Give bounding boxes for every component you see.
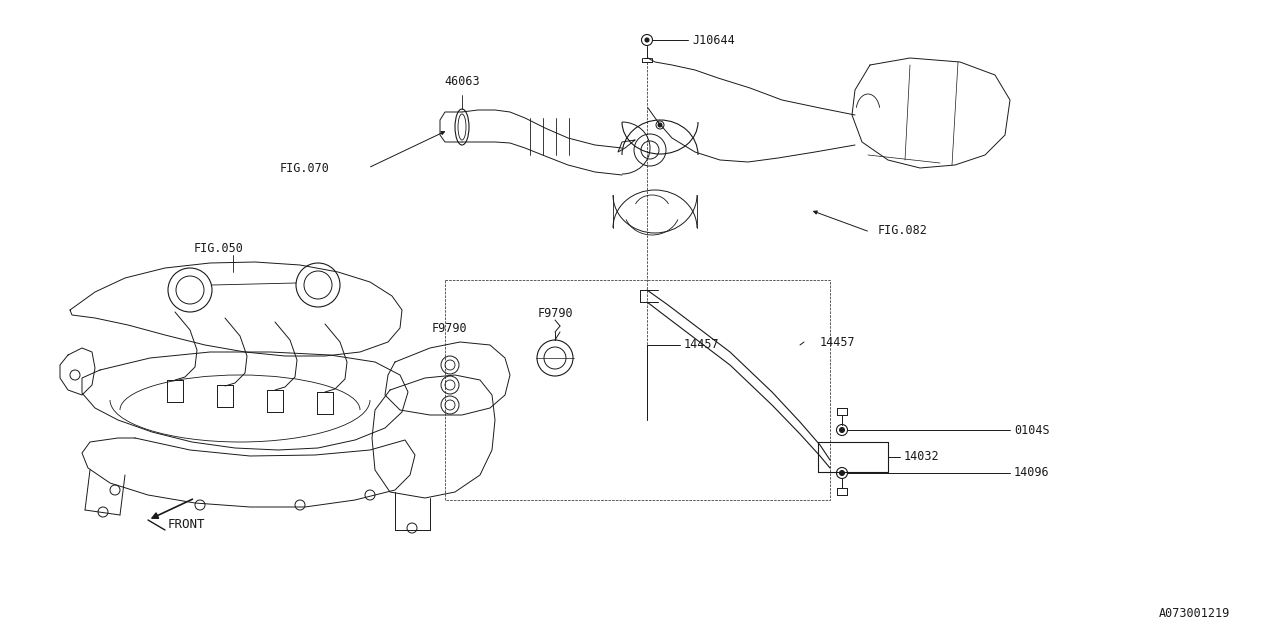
Text: FRONT: FRONT (168, 518, 206, 531)
Text: 46063: 46063 (444, 75, 480, 88)
Text: 14457: 14457 (820, 335, 855, 349)
Circle shape (840, 470, 845, 476)
Circle shape (645, 38, 649, 42)
Text: 14096: 14096 (1014, 467, 1050, 479)
Text: A073001219: A073001219 (1158, 607, 1230, 620)
Text: FIG.082: FIG.082 (878, 223, 928, 237)
Text: FIG.050: FIG.050 (195, 241, 244, 255)
Text: F9790: F9790 (538, 307, 573, 320)
Text: 0104S: 0104S (1014, 424, 1050, 436)
Text: F9790: F9790 (433, 321, 467, 335)
Text: J10644: J10644 (692, 33, 735, 47)
Circle shape (840, 428, 845, 433)
Text: FIG.070: FIG.070 (280, 161, 330, 175)
Text: 14457: 14457 (684, 339, 719, 351)
Circle shape (658, 123, 662, 127)
Text: 14032: 14032 (904, 451, 940, 463)
